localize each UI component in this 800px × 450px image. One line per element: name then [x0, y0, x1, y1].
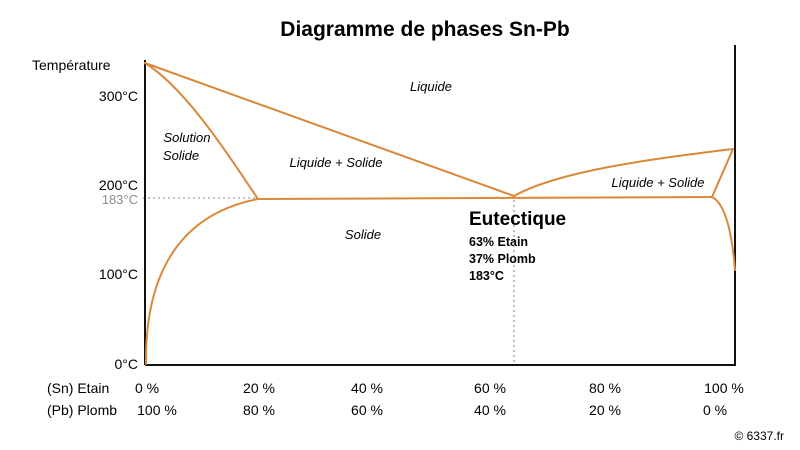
solidus-right-curve: [711, 148, 734, 198]
x-row1-tick: 40 %: [351, 380, 383, 396]
x-row1-tick: 20 %: [243, 380, 275, 396]
region-liquid-solid-left: Liquide + Solide: [290, 155, 383, 170]
x-row1-tick: 100 %: [704, 380, 744, 396]
region-solid-solution-l1: Solution: [164, 130, 211, 145]
y-axis-label: Température: [32, 57, 111, 73]
y-tick-0: 0°C: [115, 356, 139, 372]
y-tick-100: 100°C: [99, 266, 138, 282]
x-row1-tick: 0 %: [135, 380, 159, 396]
x-row2-label: (Pb) Plomb: [47, 402, 117, 418]
liquidus-right-curve: [513, 148, 734, 197]
region-liquid-solid-right: Liquide + Solide: [612, 175, 705, 190]
x-row2-tick: 20 %: [589, 402, 621, 418]
x-row2-tick: 0 %: [703, 402, 727, 418]
eutectic-line: [257, 196, 713, 200]
eutectic-lead: 37% Plomb: [469, 252, 536, 266]
x-row2-tick: 40 %: [474, 402, 506, 418]
liquidus-left-curve: [144, 62, 515, 197]
x-row2-tick: 100 %: [137, 402, 177, 418]
x-row2-tick: 60 %: [351, 402, 383, 418]
diagram-title: Diagramme de phases Sn-Pb: [280, 18, 569, 41]
x-row2-tick: 80 %: [243, 402, 275, 418]
solidus-left-curve: [144, 62, 259, 200]
solvus-right-curve: [711, 196, 736, 271]
x-row1-label: (Sn) Etain: [47, 380, 109, 396]
eutectic-temperature: 183°C: [469, 269, 504, 283]
eutectic-tin: 63% Etain: [469, 235, 528, 249]
region-liquid: Liquide: [410, 79, 452, 94]
region-solid-solution-l2: Solide: [163, 148, 199, 163]
y-tick-183: 183°C: [102, 192, 138, 207]
y-tick-200: 200°C: [99, 177, 138, 193]
x-row1-tick: 60 %: [474, 380, 506, 396]
x-row1-tick: 80 %: [589, 380, 621, 396]
credit-text: © 6337.fr: [734, 429, 784, 443]
eutectic-title: Eutectique: [469, 209, 566, 230]
y-tick-300: 300°C: [99, 88, 138, 104]
region-solid: Solide: [345, 227, 381, 242]
solvus-left-curve: [144, 198, 259, 365]
